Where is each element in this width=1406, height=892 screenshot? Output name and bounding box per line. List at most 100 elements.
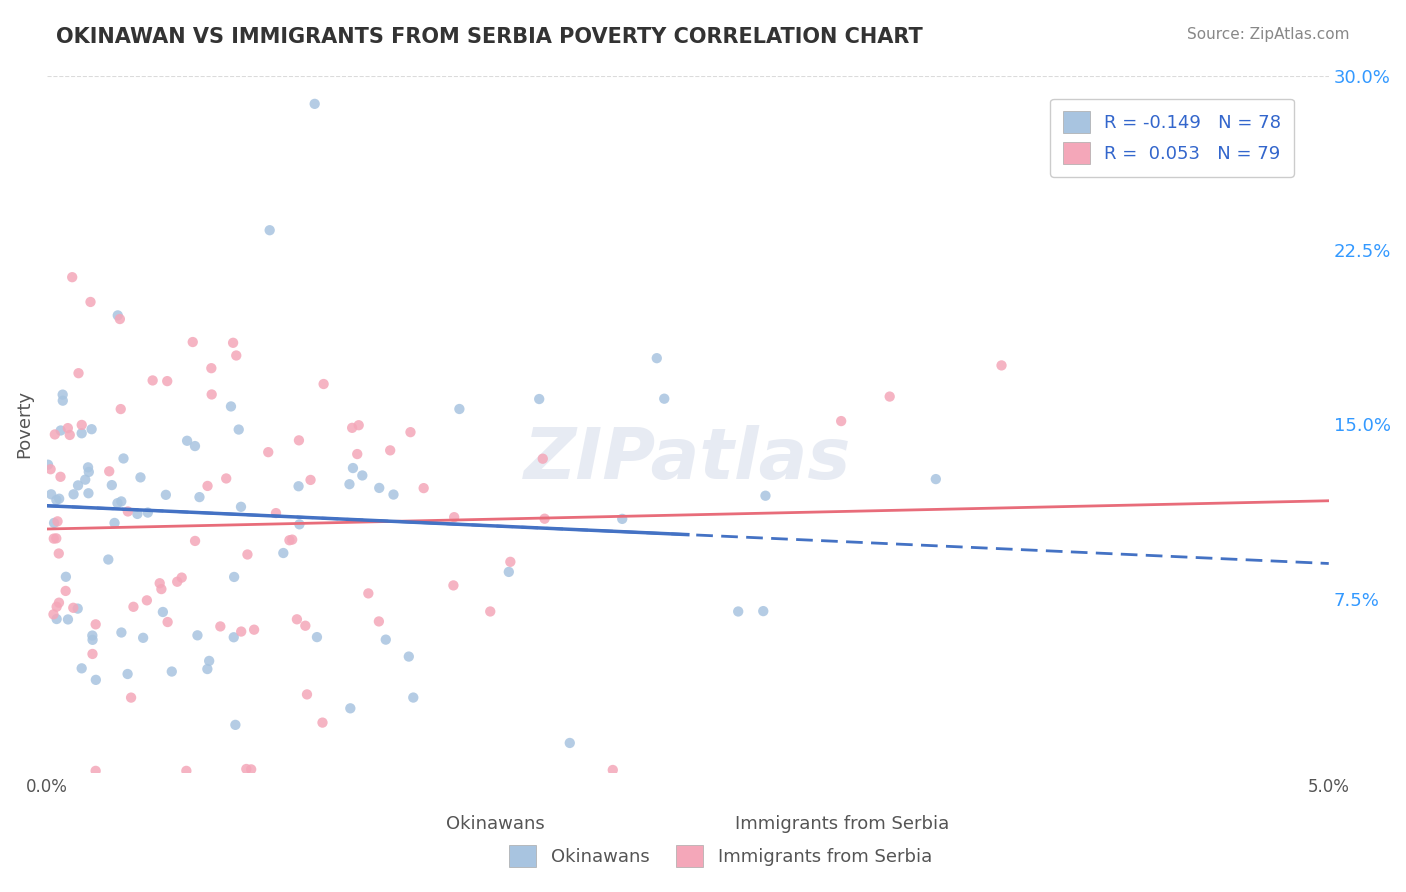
Point xyxy=(77,465,100,479)
Point xyxy=(402,690,425,705)
Point xyxy=(294,618,316,632)
Point xyxy=(754,489,776,503)
Point xyxy=(48,547,70,561)
Point xyxy=(70,661,93,675)
Point xyxy=(879,390,901,404)
Point xyxy=(368,481,391,495)
Point xyxy=(84,673,107,687)
Point xyxy=(176,764,198,778)
Point xyxy=(39,487,62,501)
Point xyxy=(42,607,65,622)
Text: ZIPatlas: ZIPatlas xyxy=(524,425,852,494)
Point xyxy=(136,506,159,520)
Point xyxy=(288,434,311,448)
Point xyxy=(352,468,374,483)
Point xyxy=(135,593,157,607)
Point xyxy=(198,654,221,668)
Point xyxy=(112,451,135,466)
Point xyxy=(990,359,1012,373)
Point xyxy=(339,477,361,491)
Point xyxy=(42,532,65,546)
Point xyxy=(155,488,177,502)
Point xyxy=(84,764,107,778)
Point xyxy=(299,473,322,487)
Point xyxy=(243,623,266,637)
Point xyxy=(441,578,464,592)
Point xyxy=(82,632,104,647)
Point xyxy=(56,612,79,626)
Point xyxy=(925,472,948,486)
Point xyxy=(44,427,66,442)
Point xyxy=(79,295,101,310)
Point xyxy=(108,312,131,326)
Point xyxy=(347,418,370,433)
Point xyxy=(67,478,90,492)
Point xyxy=(152,605,174,619)
Point xyxy=(184,533,207,548)
Point xyxy=(39,462,62,476)
Point xyxy=(156,374,179,388)
Point xyxy=(235,762,257,776)
Point xyxy=(288,517,311,532)
Point xyxy=(374,632,396,647)
Point xyxy=(224,570,246,584)
Point xyxy=(498,565,520,579)
Point xyxy=(70,426,93,441)
Point xyxy=(129,470,152,484)
Point xyxy=(42,516,65,530)
Point xyxy=(84,617,107,632)
Point xyxy=(201,387,224,401)
Text: Source: ZipAtlas.com: Source: ZipAtlas.com xyxy=(1187,27,1350,42)
Point xyxy=(531,451,554,466)
Point xyxy=(97,552,120,566)
Point xyxy=(222,335,245,350)
Text: Immigrants from Serbia: Immigrants from Serbia xyxy=(734,815,949,833)
Point xyxy=(82,629,104,643)
Point xyxy=(339,701,361,715)
Point xyxy=(752,604,775,618)
Point xyxy=(62,487,84,501)
Point xyxy=(117,504,139,518)
Point xyxy=(188,490,211,504)
Point xyxy=(727,605,749,619)
Point xyxy=(499,555,522,569)
Point xyxy=(77,486,100,500)
Point xyxy=(110,402,132,417)
Point xyxy=(150,582,173,596)
Point xyxy=(529,392,551,406)
Point xyxy=(380,443,402,458)
Point xyxy=(264,506,287,520)
Point xyxy=(80,422,103,436)
Point xyxy=(273,546,295,560)
Point xyxy=(45,493,67,508)
Point xyxy=(257,445,280,459)
Point xyxy=(55,570,77,584)
Point xyxy=(101,478,124,492)
Point xyxy=(56,421,79,435)
Y-axis label: Poverty: Poverty xyxy=(15,391,32,458)
Point xyxy=(60,270,83,285)
Point xyxy=(281,533,304,547)
Point xyxy=(127,507,149,521)
Text: OKINAWAN VS IMMIGRANTS FROM SERBIA POVERTY CORRELATION CHART: OKINAWAN VS IMMIGRANTS FROM SERBIA POVER… xyxy=(56,27,922,46)
Point xyxy=(236,548,259,562)
Point xyxy=(449,402,471,417)
Point xyxy=(346,447,368,461)
Point xyxy=(340,421,363,435)
Point xyxy=(184,439,207,453)
Point xyxy=(45,599,67,614)
Point xyxy=(197,479,219,493)
Point xyxy=(443,510,465,524)
Point xyxy=(215,471,238,485)
Point xyxy=(59,428,82,442)
Point xyxy=(278,533,301,548)
Point xyxy=(224,718,246,732)
Point xyxy=(305,630,328,644)
Point xyxy=(612,512,634,526)
Point xyxy=(240,763,263,777)
Point xyxy=(398,649,420,664)
Point xyxy=(295,687,318,701)
Point xyxy=(122,599,145,614)
Point xyxy=(652,392,675,406)
Text: Okinawans: Okinawans xyxy=(446,815,546,833)
